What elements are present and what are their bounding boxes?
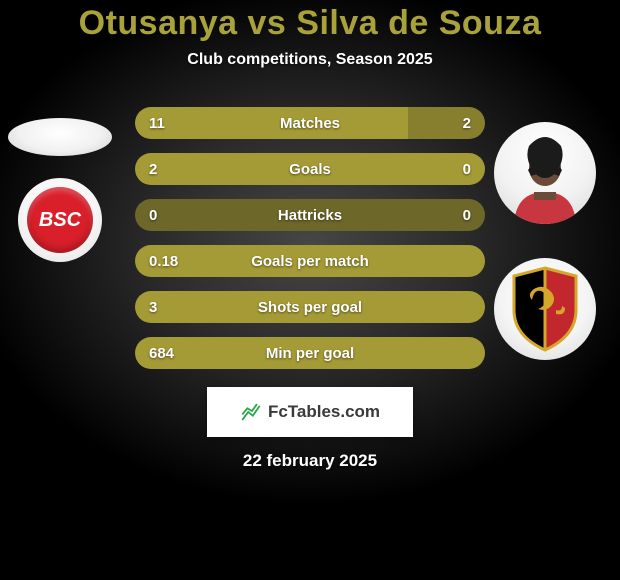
stat-value-left: 0.18 <box>149 253 178 270</box>
stat-value-right: 0 <box>463 207 471 224</box>
stat-value-left: 3 <box>149 299 157 316</box>
watermark-text: FcTables.com <box>268 402 380 422</box>
stat-row: Goals per match0.18 <box>0 245 620 277</box>
stat-label: Hattricks <box>135 207 485 224</box>
stat-value-left: 11 <box>149 115 165 132</box>
stat-bar: Hattricks0 0 <box>135 199 485 231</box>
stat-bar: Goals2 0 <box>135 153 485 185</box>
stat-row: Min per goal684 <box>0 337 620 369</box>
stat-value-right: 0 <box>463 161 471 178</box>
stat-value-left: 0 <box>149 207 157 224</box>
stat-value-left: 2 <box>149 161 157 178</box>
stat-bar: Min per goal684 <box>135 337 485 369</box>
stat-bar: Matches11 2 <box>135 107 485 139</box>
stats-area: Matches112Goals20Hattricks00Goals per ma… <box>0 107 620 369</box>
stat-row: Shots per goal3 <box>0 291 620 323</box>
page-subtitle: Club competitions, Season 2025 <box>0 51 620 69</box>
watermark: FcTables.com <box>207 387 413 437</box>
page-title: Otusanya vs Silva de Souza <box>0 4 620 43</box>
stat-row: Matches11 2 <box>0 107 620 139</box>
stat-value-left: 684 <box>149 345 174 362</box>
stat-label: Goals <box>135 161 485 178</box>
stat-bar: Shots per goal3 <box>135 291 485 323</box>
stat-value-right: 2 <box>463 115 471 132</box>
content: Otusanya vs Silva de Souza Club competit… <box>0 0 620 580</box>
date-label: 22 february 2025 <box>0 451 620 471</box>
stat-label: Shots per goal <box>135 299 485 316</box>
stat-bar: Goals per match0.18 <box>135 245 485 277</box>
stat-row: Hattricks0 0 <box>0 199 620 231</box>
stat-label: Matches <box>135 115 485 132</box>
stat-label: Min per goal <box>135 345 485 362</box>
fctables-logo-icon <box>240 401 262 423</box>
stat-label: Goals per match <box>135 253 485 270</box>
stat-row: Goals2 0 <box>0 153 620 185</box>
